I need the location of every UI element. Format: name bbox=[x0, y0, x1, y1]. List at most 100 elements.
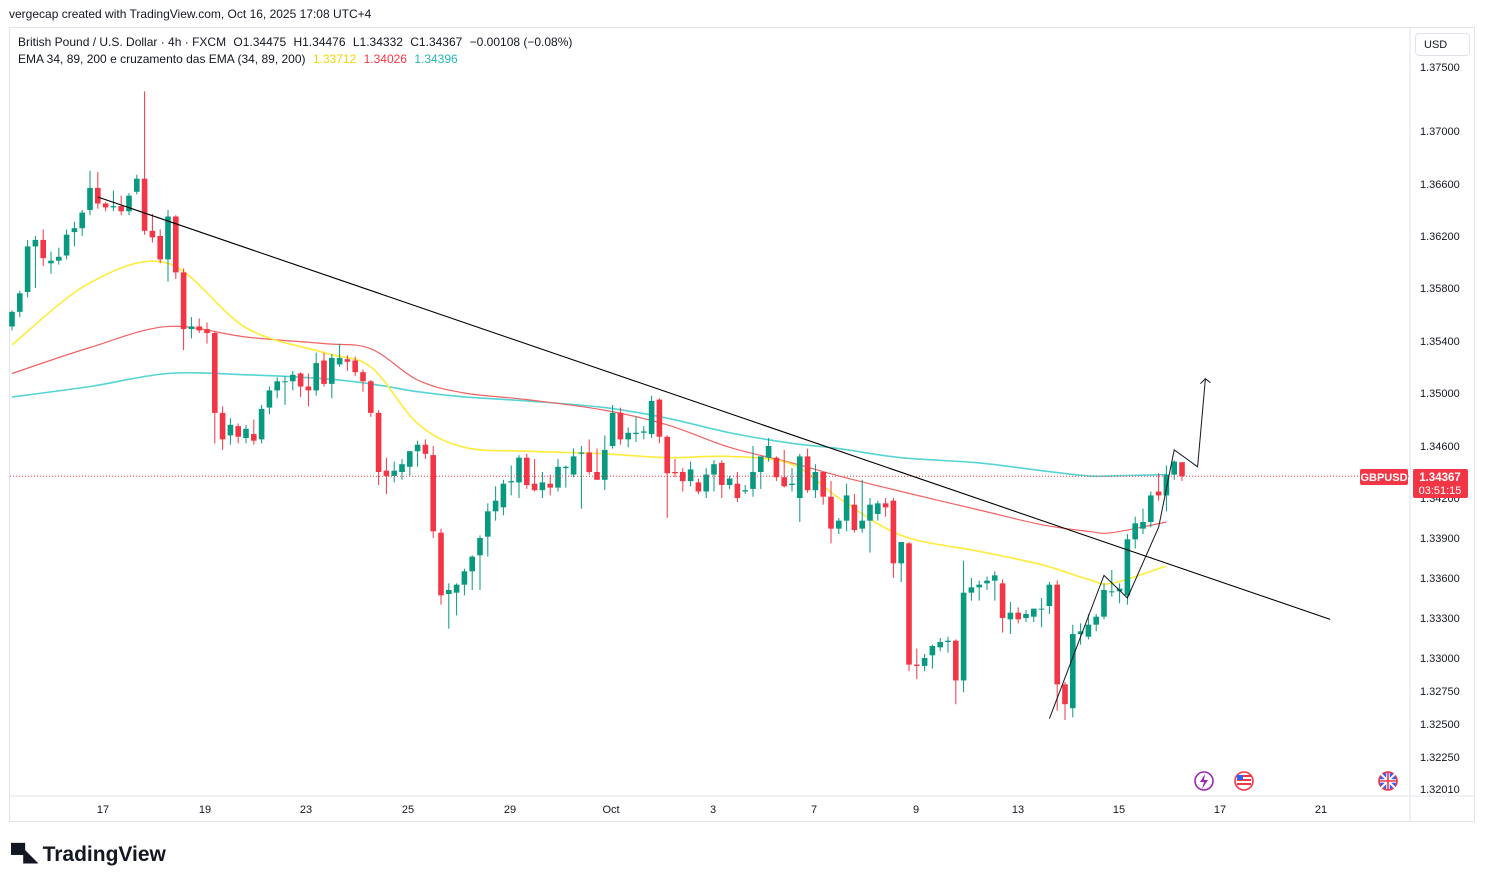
candle-body bbox=[781, 477, 787, 487]
candle bbox=[446, 583, 452, 629]
x-tick-label: 3 bbox=[710, 804, 716, 816]
candle-body bbox=[227, 424, 234, 436]
candle-body bbox=[453, 584, 460, 593]
x-tick-label: 21 bbox=[1315, 804, 1327, 816]
price-axis[interactable]: 1.37500 1.37000 1.36600 1.36200 1.35800 1.354… bbox=[1420, 62, 1460, 796]
candle bbox=[1015, 607, 1021, 624]
candle bbox=[344, 355, 351, 371]
legend-change: −0.00108 (−0.08%) bbox=[469, 35, 573, 49]
candle-body bbox=[836, 520, 842, 529]
candle bbox=[1070, 624, 1076, 718]
candle bbox=[921, 654, 928, 672]
candle bbox=[477, 535, 483, 590]
candle-body bbox=[407, 451, 413, 467]
candle bbox=[290, 370, 296, 391]
candle-body bbox=[843, 495, 850, 521]
candle bbox=[438, 528, 444, 605]
candle bbox=[9, 310, 15, 331]
candle bbox=[843, 483, 850, 532]
candle-body bbox=[1093, 616, 1099, 625]
candle bbox=[1062, 681, 1068, 721]
candle-body bbox=[1015, 612, 1021, 620]
candle-body bbox=[625, 432, 631, 440]
candle-body bbox=[633, 432, 639, 435]
candle-body bbox=[118, 206, 124, 212]
candle bbox=[687, 461, 694, 487]
candle bbox=[531, 459, 538, 492]
candle bbox=[258, 404, 265, 444]
lightning-icon[interactable] bbox=[1194, 771, 1214, 791]
candle bbox=[680, 468, 686, 492]
y-tick-label: 1.37000 bbox=[1420, 126, 1460, 138]
candle-body bbox=[789, 483, 795, 485]
y-tick-label: 1.33900 bbox=[1420, 533, 1460, 545]
us-flag-icon[interactable] bbox=[1234, 771, 1254, 791]
candle bbox=[617, 407, 624, 445]
candle bbox=[414, 440, 421, 467]
candle bbox=[508, 465, 514, 496]
candle bbox=[461, 568, 468, 596]
candle bbox=[812, 464, 819, 498]
y-tick-label: 1.36600 bbox=[1420, 179, 1460, 191]
candle bbox=[243, 424, 249, 444]
candle bbox=[110, 190, 117, 212]
candle-body bbox=[945, 640, 951, 642]
candle-body bbox=[126, 195, 132, 212]
candle-body bbox=[219, 412, 226, 440]
candle-body bbox=[79, 212, 85, 229]
candle bbox=[750, 446, 756, 497]
candle bbox=[134, 174, 140, 195]
candle bbox=[219, 406, 226, 450]
y-tick-label: 1.32750 bbox=[1420, 686, 1460, 698]
candle-body bbox=[414, 444, 421, 452]
candle bbox=[79, 210, 85, 236]
price-tag-price: 1.34367 bbox=[1419, 472, 1461, 484]
candle-body bbox=[524, 457, 530, 485]
event-icons[interactable] bbox=[1194, 771, 1398, 791]
candle bbox=[953, 639, 959, 705]
candle bbox=[24, 239, 31, 298]
candle-body bbox=[63, 234, 70, 256]
candle-body bbox=[734, 483, 741, 498]
candle bbox=[1046, 582, 1053, 614]
candle-body bbox=[976, 584, 982, 588]
uk-flag-icon[interactable] bbox=[1378, 771, 1398, 791]
candle bbox=[828, 481, 834, 544]
time-axis[interactable]: 17 19 23 25 29 Oct 3 7 9 13 15 17 21 bbox=[97, 804, 1327, 816]
candle bbox=[32, 236, 39, 288]
legend-ema: EMA 34, 89, 200 e cruzamento das EMA (34… bbox=[18, 52, 462, 66]
candle bbox=[56, 247, 62, 265]
candle bbox=[1038, 598, 1045, 628]
candle bbox=[859, 479, 865, 533]
candle bbox=[40, 229, 46, 266]
candle-body bbox=[687, 469, 694, 482]
candle-body bbox=[1023, 614, 1029, 618]
candle bbox=[555, 459, 561, 492]
candle-body bbox=[235, 426, 241, 437]
candle bbox=[48, 251, 54, 274]
candle-body bbox=[929, 646, 936, 656]
candle bbox=[804, 448, 811, 493]
x-tick-label: 13 bbox=[1012, 804, 1024, 816]
candle-body bbox=[547, 483, 553, 488]
candle-body bbox=[773, 457, 780, 478]
tradingview-logo[interactable]: ▀◣ TradingView bbox=[11, 842, 166, 867]
legend-high: H1.34476 bbox=[293, 35, 346, 49]
candle bbox=[625, 427, 631, 448]
candle bbox=[500, 479, 507, 516]
candles bbox=[9, 91, 1185, 721]
candle-body bbox=[87, 187, 93, 210]
candle-body bbox=[1148, 495, 1154, 522]
candle-body bbox=[531, 483, 538, 491]
candle bbox=[999, 579, 1006, 633]
candle-body bbox=[399, 464, 405, 472]
candle bbox=[984, 576, 990, 590]
currency-selector[interactable]: USD bbox=[1415, 33, 1470, 56]
legend-close: C1.34367 bbox=[410, 35, 463, 49]
candle bbox=[1101, 583, 1107, 620]
candle bbox=[1148, 491, 1154, 528]
candle bbox=[17, 290, 23, 318]
candle-body bbox=[243, 428, 249, 439]
candle bbox=[695, 478, 702, 495]
